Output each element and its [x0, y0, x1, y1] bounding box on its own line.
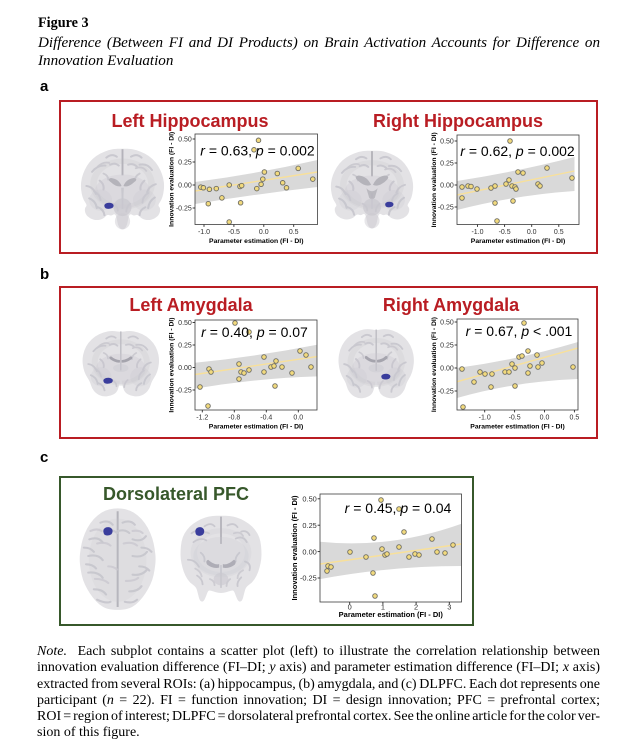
svg-text:-1.0: -1.0 [198, 229, 210, 236]
svg-text:Innovation evaluation (FI - DI: Innovation evaluation (FI - DI) [169, 132, 176, 227]
svg-text:Innovation evaluation (FI - DI: Innovation evaluation (FI - DI) [290, 495, 299, 601]
svg-text:0.00: 0.00 [302, 547, 316, 556]
svg-text:-0.5: -0.5 [499, 229, 511, 236]
svg-text:0.0: 0.0 [540, 415, 550, 422]
svg-text:-0.8: -0.8 [228, 415, 240, 422]
svg-text:0.25: 0.25 [440, 343, 454, 350]
svg-text:Innovation evaluation (FI - DI: Innovation evaluation (FI - DI) [431, 132, 438, 227]
svg-text:r = 0.63, p = 0.002: r = 0.63, p = 0.002 [200, 143, 315, 159]
svg-text:r = 0.40, p = 0.07: r = 0.40, p = 0.07 [201, 324, 308, 340]
svg-text:Parameter estimation (FI - DI): Parameter estimation (FI - DI) [339, 610, 444, 619]
svg-text:0.50: 0.50 [178, 320, 192, 327]
svg-text:0.50: 0.50 [440, 320, 454, 327]
svg-text:Innovation evaluation (FI - DI: Innovation evaluation (FI - DI) [169, 317, 176, 412]
svg-text:-0.25: -0.25 [438, 205, 454, 212]
svg-text:-1.2: -1.2 [196, 415, 208, 422]
svg-text:-0.5: -0.5 [228, 229, 240, 236]
svg-text:Innovation evaluation (FI - DI: Innovation evaluation (FI - DI) [431, 317, 438, 412]
svg-text:0.25: 0.25 [440, 161, 454, 168]
svg-text:Parameter estimation (FI - DI): Parameter estimation (FI - DI) [209, 238, 303, 245]
svg-text:0.25: 0.25 [302, 521, 316, 530]
svg-text:0: 0 [348, 602, 352, 611]
svg-text:r = 0.62, p = 0.002: r = 0.62, p = 0.002 [460, 143, 575, 159]
svg-text:0.0: 0.0 [293, 415, 303, 422]
svg-text:0.50: 0.50 [440, 139, 454, 146]
svg-text:0.00: 0.00 [440, 366, 454, 373]
svg-text:-0.5: -0.5 [509, 415, 521, 422]
svg-text:0.50: 0.50 [178, 137, 192, 144]
svg-text:0.5: 0.5 [554, 229, 564, 236]
svg-text:-0.25: -0.25 [438, 389, 454, 396]
svg-text:1: 1 [381, 602, 385, 611]
svg-text:3: 3 [447, 602, 451, 611]
svg-text:r = 0.45, p = 0.04: r = 0.45, p = 0.04 [345, 500, 452, 516]
svg-text:0.5: 0.5 [289, 229, 299, 236]
svg-text:-0.25: -0.25 [300, 574, 317, 583]
svg-text:0.00: 0.00 [178, 365, 192, 372]
svg-text:Parameter estimation (FI - DI): Parameter estimation (FI - DI) [471, 238, 565, 245]
svg-text:0.00: 0.00 [440, 183, 454, 190]
svg-text:-1.0: -1.0 [471, 229, 483, 236]
svg-text:0.25: 0.25 [178, 343, 192, 350]
svg-text:0.0: 0.0 [259, 229, 269, 236]
svg-text:-0.4: -0.4 [260, 415, 272, 422]
svg-text:0.50: 0.50 [302, 494, 316, 503]
svg-text:-1.0: -1.0 [479, 415, 491, 422]
svg-text:0.5: 0.5 [570, 415, 580, 422]
svg-text:-0.25: -0.25 [176, 388, 192, 395]
svg-text:0.00: 0.00 [178, 183, 192, 190]
svg-text:Parameter estimation (FI - DI): Parameter estimation (FI - DI) [470, 424, 564, 431]
svg-text:0.0: 0.0 [527, 229, 537, 236]
svg-text:2: 2 [414, 602, 418, 611]
svg-text:0.25: 0.25 [178, 160, 192, 167]
svg-text:r = 0.67, p < .001: r = 0.67, p < .001 [466, 323, 573, 339]
svg-text:-0.25: -0.25 [176, 206, 192, 213]
svg-text:Parameter estimation (FI - DI): Parameter estimation (FI - DI) [209, 424, 303, 431]
